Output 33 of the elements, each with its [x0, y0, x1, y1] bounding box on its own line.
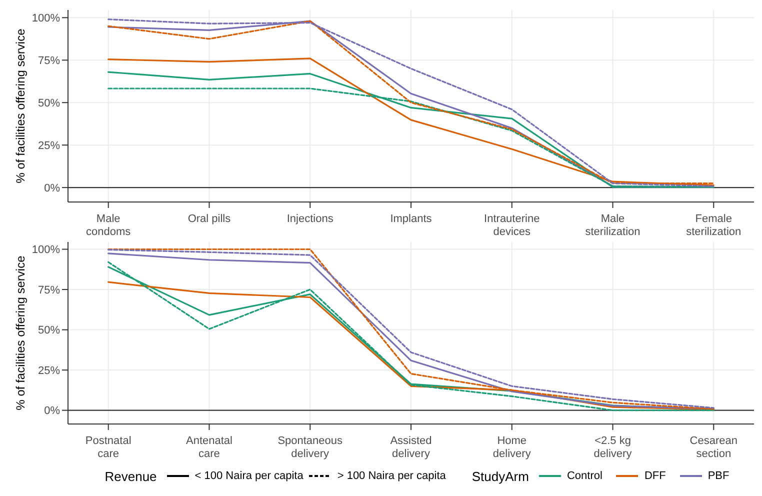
- x-tick-label: Injections: [286, 213, 334, 225]
- x-tick-label: Female sterilization: [686, 213, 742, 238]
- y-tick-label: 0%: [44, 182, 60, 194]
- legend-label: DFF: [644, 470, 666, 482]
- y-tick-label: 50%: [38, 98, 60, 110]
- legend-title: StudyArm: [472, 468, 529, 484]
- x-tick-label: Home delivery: [492, 435, 532, 460]
- y-tick-label: 25%: [38, 140, 60, 152]
- y-tick-label: 0%: [44, 405, 60, 418]
- y-tick-label: 50%: [38, 324, 60, 337]
- x-tick-label: Postnatal care: [85, 435, 132, 460]
- legend-label: PBF: [708, 470, 730, 482]
- x-tick-label: Antenatal care: [186, 435, 232, 460]
- text: < 100 Naira per capita: [194, 470, 304, 482]
- x-tick-label: <2.5 kg delivery: [594, 435, 632, 460]
- legend-label: Control: [566, 470, 602, 482]
- y-tick-label: 75%: [38, 284, 60, 296]
- y-axis-title: % of facilities offering service: [13, 255, 28, 410]
- x-tick-label: Cesarean section: [690, 435, 738, 460]
- y-tick-label: 25%: [38, 364, 60, 377]
- x-tick-label: Spontaneous delivery: [278, 435, 344, 460]
- x-tick-label: Implants: [390, 213, 432, 225]
- text: > 100 Naira per capita: [337, 470, 446, 482]
- x-tick-label: Oral pills: [188, 213, 232, 225]
- text: Revenue: [104, 468, 157, 484]
- y-tick-label: 100%: [32, 12, 60, 25]
- x-tick-label: Male condoms: [86, 213, 132, 238]
- x-tick-label: Male sterilization: [585, 213, 640, 238]
- y-axis-title: % of facilities offering service: [13, 28, 28, 184]
- y-tick-label: 75%: [38, 55, 60, 68]
- y-tick-label: 100%: [32, 244, 60, 256]
- x-tick-label: Intrauterine devices: [484, 213, 540, 238]
- x-tick-label: Assisted delivery: [390, 435, 432, 460]
